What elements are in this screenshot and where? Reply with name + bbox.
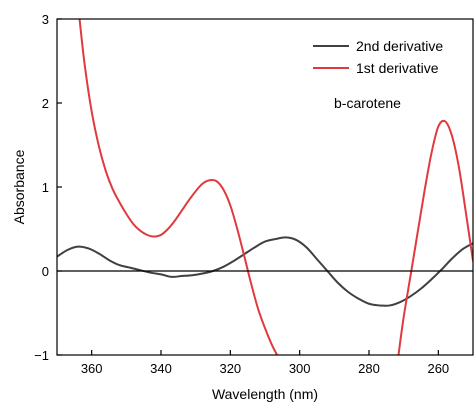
- x-axis-title: Wavelength (nm): [212, 386, 318, 402]
- x-tick-label: 320: [219, 361, 241, 376]
- y-tick-label: −1: [34, 348, 49, 363]
- y-axis-title: Absorbance: [11, 149, 27, 224]
- x-tick-label: 340: [150, 361, 172, 376]
- x-tick-label: 260: [427, 361, 449, 376]
- series-line-1st-derivative-1: [78, 19, 279, 355]
- x-tick-label: 280: [358, 361, 380, 376]
- y-tick-label: 2: [42, 96, 49, 111]
- y-tick-label: 0: [42, 264, 49, 279]
- series-line-1st-derivative-2: [397, 119, 473, 355]
- series-layer: [57, 19, 473, 355]
- legend-label-2nd-derivative: 2nd derivative: [356, 38, 443, 54]
- y-axis: −1 0 1 2 3: [34, 12, 62, 363]
- legend-label-1st-derivative: 1st derivative: [356, 60, 439, 76]
- x-axis: 360 340 320 300 280 260: [81, 350, 449, 376]
- y-tick-label: 3: [42, 12, 49, 27]
- compound-annotation: b-carotene: [334, 95, 401, 111]
- x-tick-label: 300: [289, 361, 311, 376]
- legend: 2nd derivative 1st derivative: [313, 38, 443, 76]
- series-line-2nd-derivative-0: [57, 236, 473, 307]
- x-tick-label: 360: [81, 361, 103, 376]
- y-tick-label: 1: [42, 180, 49, 195]
